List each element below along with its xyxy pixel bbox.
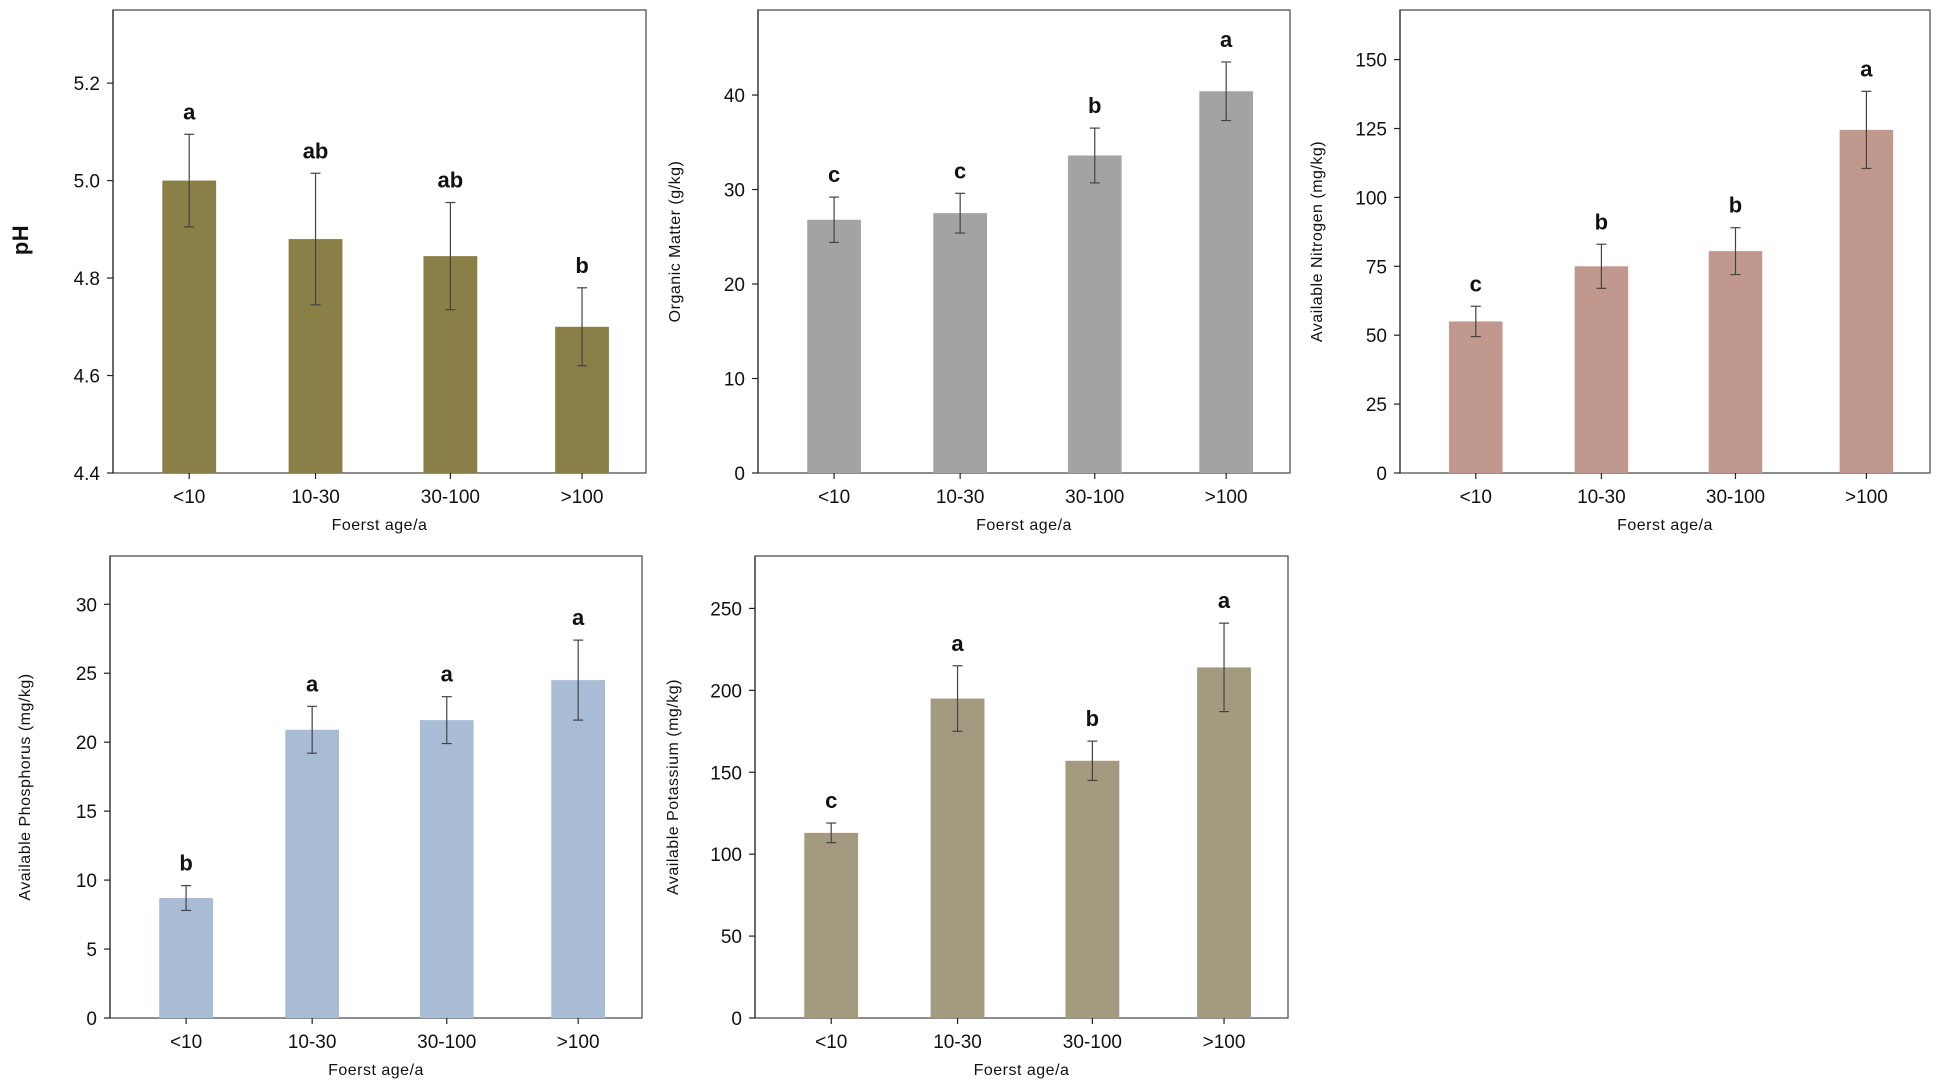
x-tick-label: >100 [1205, 487, 1248, 508]
y-tick-label: 75 [1366, 257, 1387, 278]
x-tick-label: 10-30 [936, 487, 985, 508]
y-axis-title: pH [8, 225, 33, 255]
y-axis-title: Organic Matter (g/kg) [667, 161, 684, 323]
y-axis-title: Available Phosphorus (mg/kg) [17, 673, 34, 900]
y-tick-label: 4.6 [74, 367, 100, 388]
significance-letter: a [572, 605, 585, 630]
x-tick-label: 10-30 [288, 1032, 337, 1053]
y-tick-label: 250 [710, 599, 742, 620]
x-tick-label: <10 [173, 487, 205, 508]
x-tick-label: 30-100 [1065, 487, 1124, 508]
x-tick-label: 30-100 [1063, 1032, 1122, 1053]
bar [930, 698, 985, 1018]
y-tick-label: 10 [724, 370, 745, 391]
x-tick-label: 10-30 [291, 487, 340, 508]
y-tick-label: 30 [76, 595, 97, 616]
x-axis-title: Foerst age/a [328, 1062, 424, 1079]
significance-letter: a [1220, 27, 1233, 52]
significance-letter: ab [303, 138, 329, 163]
y-tick-label: 25 [1366, 395, 1387, 416]
y-tick-label: 5 [86, 940, 97, 961]
y-tick-label: 50 [721, 927, 742, 948]
bar [419, 720, 474, 1018]
bar [1574, 266, 1629, 473]
y-tick-label: 150 [1355, 51, 1387, 72]
y-tick-label: 50 [1366, 326, 1387, 347]
bar [1065, 760, 1120, 1018]
y-tick-label: 0 [1376, 464, 1387, 485]
y-tick-label: 20 [724, 275, 745, 296]
significance-letter: b [1086, 706, 1099, 731]
significance-letter: ab [438, 168, 464, 193]
bar [285, 729, 340, 1018]
significance-letter: b [1729, 193, 1742, 218]
x-tick-label: <10 [815, 1032, 847, 1053]
x-tick-label: >100 [1203, 1032, 1246, 1053]
significance-letter: a [183, 99, 196, 124]
significance-letter: a [1218, 588, 1231, 613]
significance-letter: c [1470, 271, 1482, 296]
x-tick-label: >100 [557, 1032, 600, 1053]
significance-letter: b [1595, 209, 1608, 234]
y-tick-label: 100 [1355, 188, 1387, 209]
significance-letter: c [825, 788, 837, 813]
bar [551, 680, 606, 1018]
significance-letter: a [306, 671, 319, 696]
x-axis-title: Foerst age/a [974, 1062, 1070, 1079]
y-tick-label: 0 [731, 1009, 742, 1030]
bar [807, 219, 861, 473]
y-tick-label: 5.2 [74, 74, 100, 95]
y-tick-label: 0 [86, 1009, 97, 1030]
y-tick-label: 10 [76, 871, 97, 892]
x-axis-title: Foerst age/a [976, 517, 1072, 534]
y-tick-label: 15 [76, 802, 97, 823]
y-axis-title: Available Potassium (mg/kg) [665, 679, 682, 895]
y-tick-label: 4.8 [74, 269, 100, 290]
y-tick-label: 40 [724, 86, 745, 107]
y-axis-title: Available Nitrogen (mg/kg) [1309, 141, 1326, 342]
significance-letter: b [179, 851, 192, 876]
significance-letter: b [1088, 93, 1101, 118]
bar [933, 213, 988, 473]
bar [162, 180, 217, 473]
bar [1199, 91, 1254, 473]
y-tick-label: 200 [710, 681, 742, 702]
bar [1708, 251, 1763, 473]
significance-letter: b [575, 253, 588, 278]
y-tick-label: 30 [724, 181, 745, 202]
significance-letter: c [828, 162, 840, 187]
x-axis-title: Foerst age/a [332, 517, 428, 534]
x-tick-label: 10-30 [933, 1032, 982, 1053]
x-tick-label: <10 [1460, 487, 1492, 508]
y-tick-label: 125 [1355, 120, 1387, 141]
y-tick-label: 20 [76, 733, 97, 754]
y-tick-label: 25 [76, 664, 97, 685]
significance-letter: c [954, 158, 966, 183]
x-tick-label: <10 [818, 487, 850, 508]
x-tick-label: >100 [1845, 487, 1888, 508]
bar [1067, 155, 1122, 473]
y-tick-label: 5.0 [74, 172, 100, 193]
significance-letter: a [441, 662, 454, 687]
bar [1197, 667, 1251, 1018]
y-tick-label: 4.4 [74, 464, 101, 485]
bar [804, 832, 859, 1018]
x-tick-label: >100 [561, 487, 604, 508]
x-tick-label: 30-100 [417, 1032, 476, 1053]
bar [1839, 129, 1894, 474]
y-tick-label: 100 [710, 845, 742, 866]
x-axis-title: Foerst age/a [1617, 517, 1713, 534]
x-tick-label: 30-100 [1706, 487, 1765, 508]
bar [1449, 321, 1503, 473]
y-tick-label: 0 [734, 464, 745, 485]
x-tick-label: 10-30 [1577, 487, 1626, 508]
significance-letter: a [1860, 56, 1873, 81]
x-tick-label: <10 [170, 1032, 202, 1053]
significance-letter: a [951, 631, 964, 656]
x-tick-label: 30-100 [421, 487, 480, 508]
bar [159, 898, 213, 1018]
y-tick-label: 150 [710, 763, 742, 784]
